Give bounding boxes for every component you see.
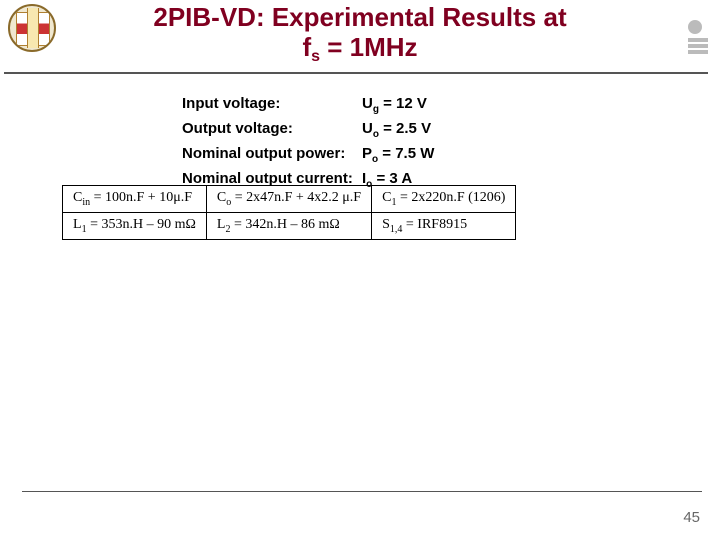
- spec-value: Uo = 2.5 V: [362, 119, 434, 144]
- table-cell: Cin = 100n.F + 10μ.F: [63, 186, 207, 213]
- title-underline: [4, 72, 708, 74]
- spec-row: Nominal output power:Po = 7.5 W: [182, 144, 434, 169]
- spec-label: Output voltage:: [182, 119, 362, 144]
- title-line-2: fs = 1MHz: [0, 32, 720, 67]
- component-tbody: Cin = 100n.F + 10μ.FCo = 2x47n.F + 4x2.2…: [63, 186, 516, 240]
- table-cell: L1 = 353n.H – 90 mΩ: [63, 212, 207, 239]
- title-sym: f: [302, 32, 311, 62]
- title-rest: = 1MHz: [320, 32, 418, 62]
- component-table: Cin = 100n.F + 10μ.FCo = 2x47n.F + 4x2.2…: [62, 185, 516, 240]
- spec-row: Input voltage:Ug = 12 V: [182, 94, 434, 119]
- table-cell: S1,4 = IRF8915: [372, 212, 516, 239]
- title-sub: s: [311, 48, 320, 65]
- slide-title: 2PIB-VD: Experimental Results at fs = 1M…: [0, 2, 720, 67]
- spec-label: Input voltage:: [182, 94, 362, 119]
- title-line-1: 2PIB-VD: Experimental Results at: [0, 2, 720, 32]
- spec-row: Output voltage:Uo = 2.5 V: [182, 119, 434, 144]
- footer-rule: [22, 491, 702, 492]
- table-row: L1 = 353n.H – 90 mΩL2 = 342n.H – 86 mΩS1…: [63, 212, 516, 239]
- table-cell: Co = 2x47n.F + 4x2.2 μ.F: [206, 186, 371, 213]
- spec-tbody: Input voltage:Ug = 12 VOutput voltage:Uo…: [182, 94, 434, 194]
- spec-list: Input voltage:Ug = 12 VOutput voltage:Uo…: [182, 94, 434, 194]
- spec-value: Po = 7.5 W: [362, 144, 434, 169]
- table-row: Cin = 100n.F + 10μ.FCo = 2x47n.F + 4x2.2…: [63, 186, 516, 213]
- table-cell: C1 = 2x220n.F (1206): [372, 186, 516, 213]
- page-number: 45: [683, 509, 700, 526]
- spec-value: Ug = 12 V: [362, 94, 434, 119]
- table-cell: L2 = 342n.H – 86 mΩ: [206, 212, 371, 239]
- slide: 2PIB-VD: Experimental Results at fs = 1M…: [0, 0, 720, 540]
- spec-label: Nominal output power:: [182, 144, 362, 169]
- spec-table: Input voltage:Ug = 12 VOutput voltage:Uo…: [182, 94, 434, 194]
